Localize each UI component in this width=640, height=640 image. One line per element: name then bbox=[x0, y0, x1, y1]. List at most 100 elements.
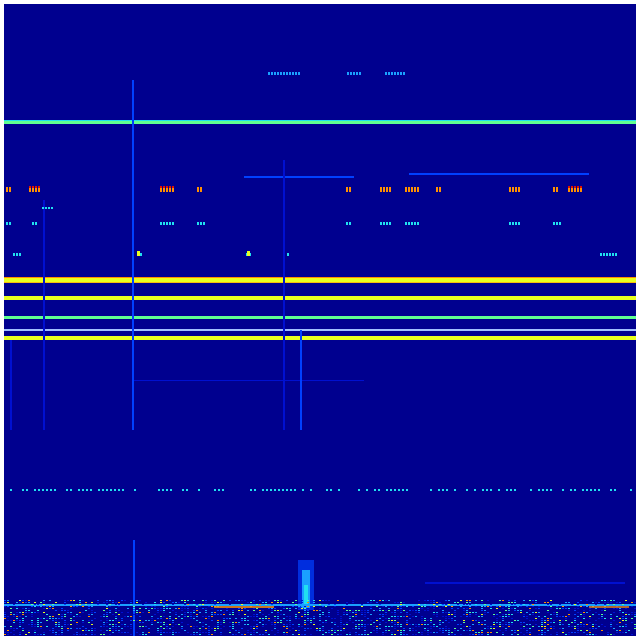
noise-pixel bbox=[262, 618, 264, 619]
noise-pixel bbox=[334, 606, 336, 607]
noise-pixel bbox=[361, 610, 363, 611]
noise-pixel bbox=[352, 604, 354, 605]
noise-pixel bbox=[598, 618, 600, 619]
dot-row-bottom bbox=[134, 489, 136, 491]
noise-pixel bbox=[550, 602, 552, 603]
noise-pixel bbox=[328, 610, 330, 611]
noise-pixel bbox=[40, 634, 42, 635]
noise-pixel bbox=[433, 614, 435, 615]
noise-pixel bbox=[610, 616, 612, 617]
noise-pixel bbox=[205, 602, 207, 603]
noise-pixel bbox=[463, 626, 465, 627]
noise-pixel bbox=[448, 604, 450, 605]
noise-pixel bbox=[61, 610, 63, 611]
dot-row-cyan bbox=[163, 222, 165, 225]
noise-pixel bbox=[202, 600, 204, 601]
dot-row-cyan bbox=[512, 222, 514, 225]
noise-pixel bbox=[187, 600, 189, 601]
dot-row-hot bbox=[9, 187, 11, 192]
noise-pixel bbox=[190, 634, 192, 635]
noise-pixel bbox=[160, 630, 162, 631]
noise-pixel bbox=[253, 616, 255, 617]
noise-pixel bbox=[163, 632, 165, 633]
noise-pixel bbox=[295, 608, 297, 609]
noise-pixel bbox=[454, 610, 456, 611]
noise-pixel bbox=[409, 630, 411, 631]
noise-pixel bbox=[496, 618, 498, 619]
noise-pixel bbox=[364, 630, 366, 631]
noise-pixel bbox=[493, 624, 495, 625]
noise-pixel bbox=[337, 614, 339, 615]
noise-pixel bbox=[31, 614, 33, 615]
noise-pixel bbox=[427, 624, 429, 625]
noise-pixel bbox=[97, 600, 99, 601]
noise-pixel bbox=[355, 626, 357, 627]
noise-pixel bbox=[220, 602, 222, 603]
noise-pixel bbox=[217, 624, 219, 625]
noise-pixel bbox=[283, 624, 285, 625]
noise-pixel bbox=[544, 628, 546, 629]
noise-pixel bbox=[304, 630, 306, 631]
noise-pixel bbox=[100, 616, 102, 617]
noise-pixel bbox=[277, 614, 279, 615]
noise-pixel bbox=[139, 620, 141, 621]
noise-pixel bbox=[487, 632, 489, 633]
noise-pixel bbox=[37, 622, 39, 623]
noise-pixel bbox=[43, 634, 45, 635]
noise-pixel bbox=[289, 630, 291, 631]
noise-pixel bbox=[34, 624, 36, 625]
noise-pixel bbox=[64, 600, 66, 601]
noise-pixel bbox=[217, 610, 219, 611]
dot-row-bottom bbox=[386, 489, 388, 491]
noise-pixel bbox=[178, 632, 180, 633]
noise-pixel bbox=[181, 614, 183, 615]
noise-pixel bbox=[139, 622, 141, 623]
dot-row-cyan bbox=[346, 222, 348, 225]
noise-pixel bbox=[493, 622, 495, 623]
noise-pixel bbox=[445, 620, 447, 621]
noise-pixel bbox=[214, 630, 216, 631]
noise-pixel bbox=[532, 626, 534, 627]
noise-pixel bbox=[223, 620, 225, 621]
noise-pixel bbox=[28, 612, 30, 613]
noise-pixel bbox=[625, 616, 627, 617]
noise-pixel bbox=[406, 624, 408, 625]
noise-pixel bbox=[466, 614, 468, 615]
noise-pixel bbox=[358, 634, 360, 635]
noise-pixel bbox=[475, 632, 477, 633]
noise-pixel bbox=[43, 604, 45, 605]
noise-pixel bbox=[262, 634, 264, 635]
noise-pixel bbox=[7, 606, 9, 607]
noise-pixel bbox=[526, 628, 528, 629]
noise-pixel bbox=[355, 628, 357, 629]
noise-pixel bbox=[172, 602, 174, 603]
noise-pixel bbox=[517, 612, 519, 613]
noise-pixel bbox=[331, 634, 333, 635]
noise-pixel bbox=[319, 628, 321, 629]
noise-pixel bbox=[448, 622, 450, 623]
noise-pixel bbox=[526, 612, 528, 613]
noise-pixel bbox=[412, 610, 414, 611]
noise-pixel bbox=[589, 618, 591, 619]
noise-pixel bbox=[304, 606, 306, 607]
dot-row-hot bbox=[580, 186, 582, 188]
dot-row-cyan bbox=[515, 222, 517, 225]
noise-pixel bbox=[19, 616, 21, 617]
noise-pixel bbox=[550, 628, 552, 629]
noise-pixel bbox=[349, 616, 351, 617]
vertical-streak bbox=[10, 340, 12, 430]
noise-pixel bbox=[232, 614, 234, 615]
noise-pixel bbox=[250, 616, 252, 617]
noise-pixel bbox=[40, 628, 42, 629]
noise-pixel bbox=[574, 620, 576, 621]
noise-pixel bbox=[7, 630, 9, 631]
noise-pixel bbox=[559, 620, 561, 621]
noise-pixel bbox=[25, 608, 27, 609]
noise-pixel bbox=[424, 606, 426, 607]
noise-pixel bbox=[364, 614, 366, 615]
noise-pixel bbox=[433, 612, 435, 613]
noise-pixel bbox=[568, 626, 570, 627]
dot-row-bottom bbox=[498, 489, 500, 491]
noise-pixel bbox=[19, 600, 21, 601]
noise-pixel bbox=[634, 626, 636, 627]
